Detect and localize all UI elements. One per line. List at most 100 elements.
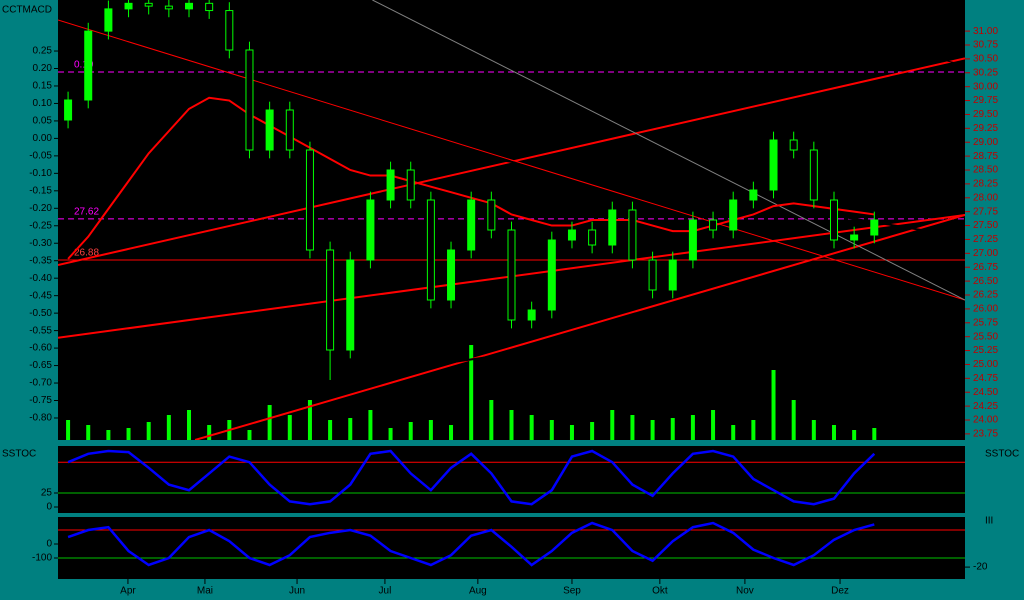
y-tick-label: 30.75	[973, 40, 998, 51]
volume-bar	[872, 428, 877, 440]
main-plot: 50.00% - 28.3678 61.80% - 28.2567 76.40% -…	[58, 0, 965, 440]
candle-body	[688, 219, 697, 261]
candle-body	[628, 209, 637, 261]
volume-bar	[449, 425, 454, 440]
candle-body	[487, 199, 496, 231]
y2-tick-label: -0.70	[29, 378, 52, 389]
y2-tick-label: 0.25	[33, 46, 53, 57]
candle-body	[729, 199, 738, 231]
candle-body	[749, 189, 758, 201]
y-tick-label: 25.00	[973, 359, 998, 370]
y-tick-label: 30.00	[973, 81, 998, 92]
volume-bar	[287, 415, 292, 440]
candle-body	[447, 249, 456, 301]
candle-body	[527, 309, 536, 321]
y-tick-label: 23.75	[973, 429, 998, 440]
volume-bar	[751, 420, 756, 440]
y-tick-label: 30.25	[973, 67, 998, 78]
y-tick-label: 24.00	[973, 415, 998, 426]
volume-bar	[126, 428, 131, 440]
volume-bar	[549, 420, 554, 440]
panel-title-right: SSTOC	[985, 449, 1019, 460]
y-tick-label: 28.25	[973, 179, 998, 190]
candle-body	[850, 234, 859, 241]
y-tick-label: 28.00	[973, 192, 998, 203]
volume-bar	[166, 415, 171, 440]
candle-body	[588, 229, 597, 246]
candle-body	[507, 229, 516, 321]
candle-body	[547, 239, 556, 311]
volume-bar	[348, 418, 353, 440]
candle-body	[164, 5, 173, 10]
volume-bar	[569, 425, 574, 440]
y2-tick-label: -0.40	[29, 273, 52, 284]
volume-bar	[86, 425, 91, 440]
x-tick-label: Apr	[120, 586, 136, 597]
volume-bar	[529, 415, 534, 440]
volume-bar	[670, 418, 675, 440]
y-tick-label: 25.25	[973, 345, 998, 356]
level-label: 0.19	[74, 60, 94, 71]
y-tick-label: 27.25	[973, 234, 998, 245]
y-tick-label: 28.75	[973, 151, 998, 162]
volume-bar	[711, 410, 716, 440]
y2-tick-label: -0.65	[29, 360, 52, 371]
y2-tick-label: -0.75	[29, 395, 52, 406]
y2-tick-label: 0.10	[33, 98, 53, 109]
candle-body	[305, 149, 314, 251]
axes: CCTMACD 31.00 30.75 30.50 30.25 30.00 29.75 29.…	[2, 5, 1019, 597]
volume-bar	[731, 425, 736, 440]
candle-body	[285, 109, 294, 151]
volume-bar	[509, 410, 514, 440]
volume-bar	[852, 430, 857, 440]
volume-bar	[267, 405, 272, 440]
trend-line	[372, 0, 965, 301]
candle-body	[185, 2, 194, 10]
volume-bar	[630, 415, 635, 440]
candle-body	[366, 199, 375, 261]
y2-tick-label: -20	[973, 562, 988, 573]
y-tick-label: 0	[46, 502, 52, 513]
level-label: 50.00% - 28.3678	[135, 128, 214, 139]
y-tick-label: 28.50	[973, 165, 998, 176]
y-tick-label: 29.75	[973, 95, 998, 106]
candle-body	[709, 219, 718, 231]
trend-line	[674, 0, 965, 66]
x-tick-label: Jul	[379, 586, 392, 597]
candle-body	[567, 229, 576, 241]
volume-bar	[368, 410, 373, 440]
level-label: 27.62	[74, 207, 99, 218]
candle-body	[648, 259, 657, 291]
candle-body	[829, 199, 838, 241]
volume-bar	[590, 422, 595, 440]
y2-tick-label: 0.05	[33, 116, 53, 127]
y2-tick-label: -0.30	[29, 238, 52, 249]
y-tick-label: 27.50	[973, 220, 998, 231]
y-tick-label: 30.50	[973, 54, 998, 65]
stoch-plot	[58, 449, 965, 506]
y2-tick-label: 0.20	[33, 63, 53, 74]
volume-bar	[207, 425, 212, 440]
x-tick-label: Sep	[563, 586, 581, 597]
volume-bar	[650, 420, 655, 440]
level-label: 61.80% - 28.2567	[135, 172, 214, 183]
candle-body	[205, 2, 214, 12]
volume-bar	[307, 400, 312, 440]
y-tick-label: 25.50	[973, 331, 998, 342]
y-tick-label: 31.00	[973, 26, 998, 37]
stoch-panel	[58, 446, 965, 513]
level-label: 26.88	[74, 248, 99, 259]
y-tick-label: 29.25	[973, 123, 998, 134]
candle-body	[84, 30, 93, 101]
panel-title-right: III	[985, 516, 993, 527]
x-tick-label: Jun	[289, 586, 305, 597]
volume-bar	[388, 428, 393, 440]
y-tick-label: 24.25	[973, 401, 998, 412]
candle-body	[225, 10, 234, 51]
volume-bar	[328, 420, 333, 440]
candle-body	[346, 259, 355, 351]
panel-title: SSTOC	[2, 449, 36, 460]
candle-body	[769, 139, 778, 191]
y-tick-label: 26.25	[973, 290, 998, 301]
candle-body	[789, 139, 798, 151]
